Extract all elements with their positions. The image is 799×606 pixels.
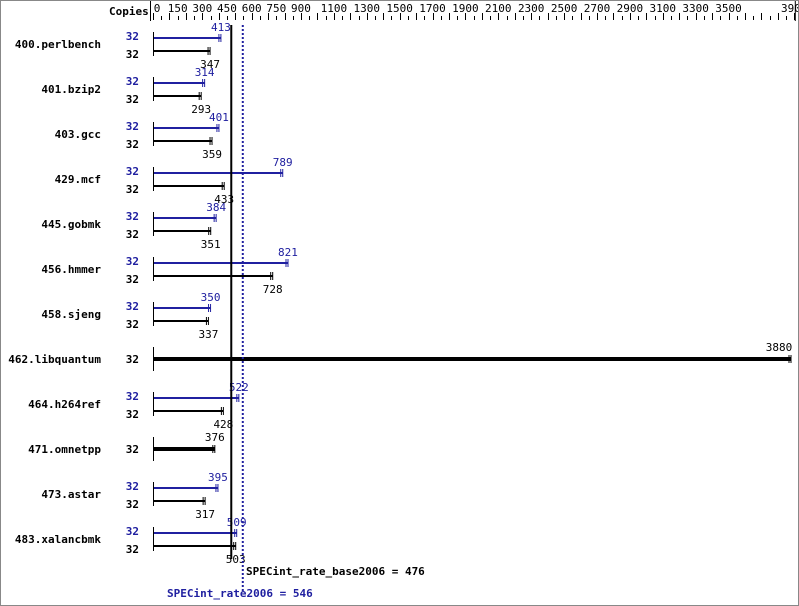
benchmark-label: 471.omnetpp [28,443,101,456]
bar-value: 3880 [766,341,793,354]
base-copies: 32 [126,408,139,421]
tick-label: 2300 [518,2,545,15]
base-copies: 32 [126,318,139,331]
tick-label: 150 [168,2,188,15]
peak-copies: 32 [126,30,139,43]
tick-label: 2100 [485,2,512,15]
tick-label: 2700 [584,2,611,15]
tick-label: 3900 [781,2,798,15]
base-copies: 32 [126,273,139,286]
peak-copies: 32 [126,120,139,133]
tick-label: 750 [266,2,286,15]
benchmark-label: 473.astar [41,488,101,501]
tick-label: 3300 [682,2,709,15]
base-value: 337 [198,328,218,341]
peak-copies: 32 [126,525,139,538]
base-value: 359 [202,148,222,161]
peak-copies: 32 [126,390,139,403]
peak-value: 395 [208,471,228,484]
benchmark-label: 400.perlbench [15,38,101,51]
tick-label: 300 [192,2,212,15]
peak-copies: 32 [126,210,139,223]
copies-value: 32 [126,443,139,456]
bar-value: 376 [205,431,225,444]
tick-label: 2900 [617,2,644,15]
base-value: 293 [191,103,211,116]
base-copies: 32 [126,228,139,241]
peak-copies: 32 [126,300,139,313]
peak-copies: 32 [126,480,139,493]
tick-label: 2500 [551,2,578,15]
base-value: 428 [213,418,233,431]
peak-value: 821 [278,246,298,259]
peak-value: 413 [211,21,231,34]
benchmark-label: 464.h264ref [28,398,101,411]
base-value: 317 [195,508,215,521]
tick-label: 1500 [386,2,413,15]
peak-value: 350 [201,291,221,304]
peak-value: 789 [273,156,293,169]
base-copies: 32 [126,498,139,511]
base-value: 433 [214,193,234,206]
peak-value: 401 [209,111,229,124]
tick-label: 1700 [419,2,446,15]
benchmark-label: 401.bzip2 [41,83,101,96]
tick-label: 3100 [649,2,676,15]
tick-label: 1100 [321,2,348,15]
benchmark-label: 456.hmmer [41,263,101,276]
base-summary: SPECint_rate_base2006 = 476 [246,565,425,578]
tick-label: 900 [291,2,311,15]
benchmark-label: 403.gcc [55,128,101,141]
peak-value: 522 [229,381,249,394]
base-copies: 32 [126,93,139,106]
tick-label: 450 [217,2,237,15]
tick-label: 1900 [452,2,479,15]
benchmark-label: 462.libquantum [8,353,101,366]
peak-copies: 32 [126,255,139,268]
tick-label: 1300 [354,2,381,15]
benchmark-label: 429.mcf [55,173,101,186]
base-copies: 32 [126,138,139,151]
benchmark-label: 483.xalancbmk [15,533,101,546]
tick-label: 3500 [715,2,742,15]
base-value: 728 [263,283,283,296]
base-value: 351 [201,238,221,251]
benchmark-label: 445.gobmk [41,218,101,231]
tick-label: 600 [242,2,262,15]
peak-summary: SPECint_rate2006 = 546 [167,587,313,600]
peak-copies: 32 [126,165,139,178]
base-copies: 32 [126,543,139,556]
peak-copies: 32 [126,75,139,88]
peak-value: 384 [206,201,226,214]
tick-label: 0 [154,2,161,15]
base-copies: 32 [126,183,139,196]
copies-value: 32 [126,353,139,366]
base-value: 347 [200,58,220,71]
base-copies: 32 [126,48,139,61]
copies-header: Copies [109,5,149,18]
peak-value: 314 [195,66,215,79]
benchmark-label: 458.sjeng [41,308,101,321]
